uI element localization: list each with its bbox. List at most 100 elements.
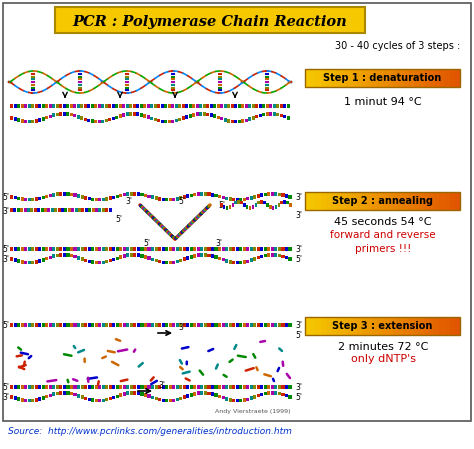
Bar	[289, 247, 292, 251]
Bar	[186, 323, 190, 326]
Bar	[88, 323, 91, 326]
Bar	[236, 247, 239, 251]
Bar	[179, 385, 182, 388]
Bar	[31, 323, 34, 326]
Bar	[98, 247, 101, 251]
Bar	[77, 194, 80, 198]
Bar	[151, 247, 154, 251]
Bar	[419, 69, 424, 87]
Bar	[162, 385, 164, 388]
Bar	[408, 192, 414, 210]
Bar	[178, 118, 181, 121]
Bar	[31, 399, 34, 402]
Bar	[105, 398, 108, 401]
Bar	[326, 192, 331, 210]
Bar	[231, 203, 234, 207]
Bar	[346, 69, 352, 87]
Bar	[179, 259, 182, 262]
Bar	[81, 195, 83, 199]
Bar	[151, 258, 154, 261]
Bar	[24, 104, 27, 108]
Bar	[42, 385, 45, 388]
Bar	[199, 112, 202, 115]
Bar	[197, 192, 200, 196]
Bar	[48, 104, 52, 108]
Bar	[14, 247, 17, 251]
Bar	[105, 197, 108, 201]
Bar	[227, 104, 230, 108]
Bar	[226, 206, 228, 210]
Bar	[116, 323, 119, 326]
Bar	[27, 208, 30, 211]
Bar	[169, 198, 172, 202]
Text: 2 minutes 72 °C: 2 minutes 72 °C	[338, 342, 428, 352]
Bar	[162, 260, 164, 264]
Bar	[228, 385, 232, 388]
Bar	[372, 69, 378, 87]
Bar	[151, 385, 154, 388]
Bar	[87, 104, 90, 108]
Bar	[285, 394, 288, 397]
Bar	[70, 113, 73, 116]
Bar	[269, 104, 272, 108]
Bar	[243, 385, 246, 388]
Bar	[258, 114, 262, 117]
Bar	[73, 385, 77, 388]
Bar	[81, 247, 83, 251]
Bar	[126, 113, 128, 116]
Bar	[143, 104, 146, 108]
Bar	[101, 385, 105, 388]
Bar	[70, 193, 73, 196]
Bar	[63, 391, 66, 395]
Bar	[17, 397, 20, 401]
Bar	[105, 247, 108, 251]
Bar	[14, 196, 17, 199]
Text: 5': 5'	[2, 193, 9, 202]
Bar	[248, 104, 251, 108]
Bar	[49, 323, 52, 326]
Bar	[157, 119, 160, 123]
Bar	[164, 120, 167, 123]
Bar	[119, 194, 122, 197]
Bar	[49, 247, 52, 251]
Bar	[101, 104, 104, 108]
Bar	[66, 112, 69, 116]
Bar	[280, 114, 283, 117]
Bar	[182, 104, 184, 108]
Bar	[41, 208, 44, 211]
Text: 3': 3'	[178, 323, 185, 332]
Bar	[17, 260, 20, 263]
Bar	[271, 391, 274, 395]
Bar	[14, 385, 17, 388]
Bar	[58, 208, 61, 211]
Bar	[419, 317, 424, 335]
Bar	[278, 254, 281, 257]
Bar	[94, 120, 97, 123]
Bar	[66, 192, 70, 196]
Bar	[264, 193, 267, 196]
Bar	[271, 192, 274, 195]
Bar	[204, 253, 207, 256]
Bar	[171, 119, 174, 123]
Text: 3': 3'	[125, 198, 132, 207]
Bar	[211, 323, 214, 326]
Bar	[176, 323, 179, 326]
Bar	[286, 104, 290, 108]
Bar	[123, 392, 126, 396]
Bar	[274, 385, 277, 388]
Text: 3': 3'	[295, 321, 302, 330]
Bar	[186, 385, 190, 388]
Bar	[174, 104, 178, 108]
Bar	[14, 117, 17, 121]
Bar	[35, 260, 38, 264]
Bar	[137, 247, 140, 251]
Bar	[151, 323, 154, 326]
Bar	[236, 198, 239, 202]
Bar	[178, 104, 181, 108]
Bar	[14, 396, 17, 400]
Bar	[82, 208, 84, 211]
Bar	[31, 104, 34, 108]
Bar	[174, 119, 178, 122]
Bar	[210, 114, 213, 117]
Bar	[27, 120, 31, 123]
